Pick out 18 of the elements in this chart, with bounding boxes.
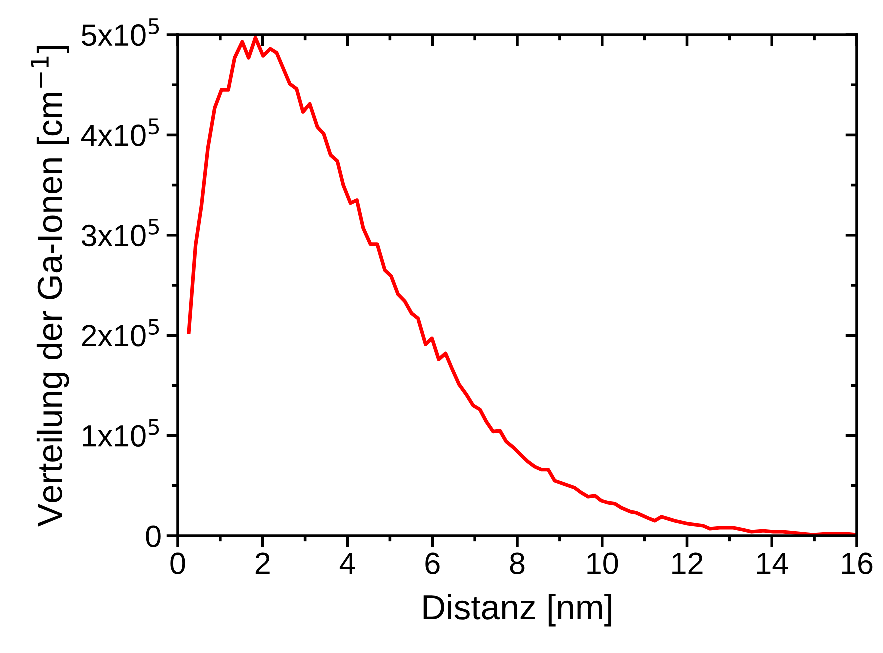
x-tick-label: 14: [757, 553, 788, 574]
y-axis-title: Verteilung der Ga-Ionen [cm$^{−1}$]: [31, 46, 70, 527]
y-tick-label: 5x10$^{5}$: [82, 18, 160, 46]
x-tick-label: 16: [842, 552, 873, 574]
x-tick-label: 8: [510, 552, 525, 574]
y-tick-label: 4x10$^{5}$: [81, 118, 160, 146]
line-series: [187, 36, 857, 536]
x-axis-title: Distanz [nm]: [424, 594, 612, 627]
y-tick-label: 1x10$^{5}$: [83, 419, 160, 447]
x-tick-label: 4: [340, 553, 356, 574]
y-tick-label: 3x10$^{5}$: [82, 218, 160, 247]
x-tick-label: 6: [426, 552, 440, 574]
y-tick-label: 0: [146, 526, 161, 548]
x-tick-label: 0: [170, 552, 186, 574]
y-tick-label: 2x10$^{5}$: [82, 319, 160, 347]
x-tick-label: 2: [256, 552, 270, 574]
x-tick-label: 10: [588, 552, 618, 574]
x-tick-label: 12: [672, 552, 703, 574]
